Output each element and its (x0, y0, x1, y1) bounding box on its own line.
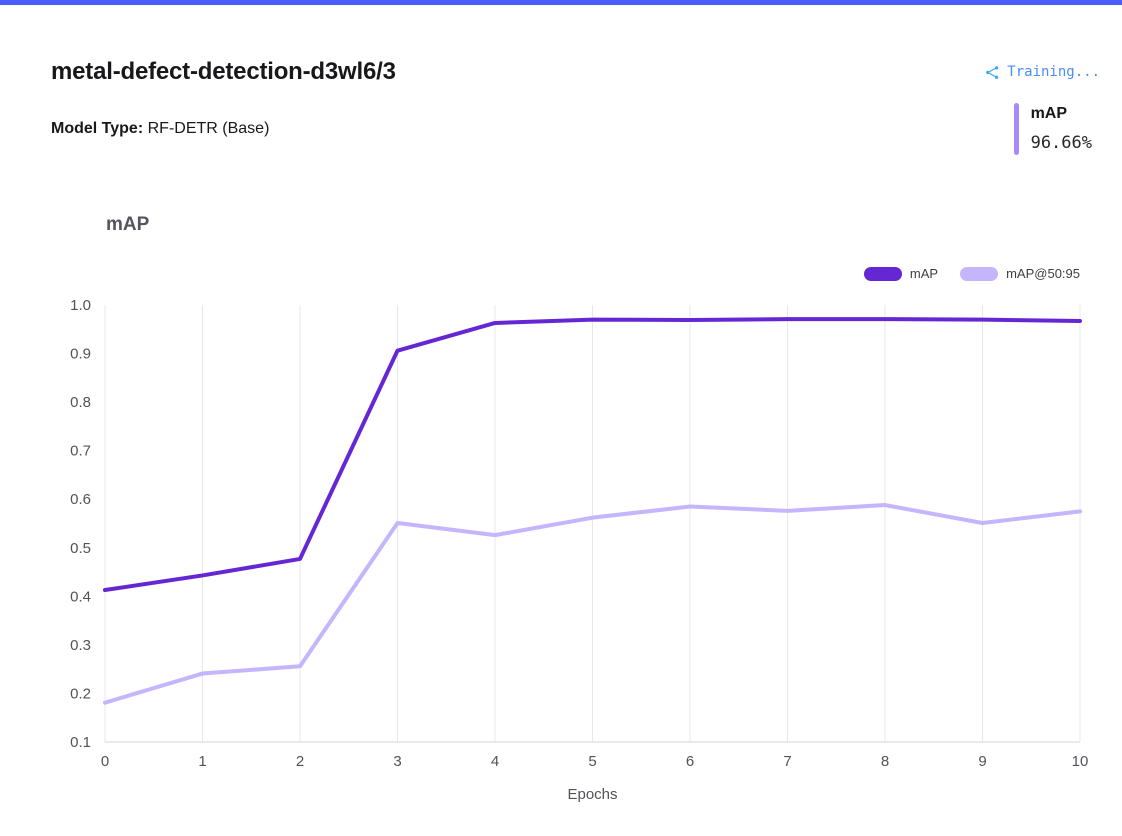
y-tick-label: 0.7 (70, 443, 91, 460)
metric-accent-bar (1013, 103, 1019, 155)
training-network-icon (985, 65, 1000, 80)
x-tick-label: 8 (881, 753, 889, 770)
chart-title: mAP (106, 214, 150, 235)
chart-legend: mAP mAP@50:95 (863, 266, 1080, 281)
x-tick-label: 0 (101, 753, 109, 770)
y-tick-label: 0.3 (70, 637, 91, 654)
legend-swatch (960, 266, 999, 281)
training-status: Training... (985, 64, 1100, 80)
x-tick-label: 1 (198, 753, 206, 770)
x-tick-label: 10 (1072, 753, 1089, 770)
y-tick-label: 0.8 (70, 394, 91, 411)
legend-label: mAP@50:95 (1006, 266, 1080, 281)
metric-label: mAP (1030, 105, 1068, 122)
x-tick-label: 6 (686, 753, 694, 770)
x-tick-label: 7 (783, 753, 791, 770)
x-tick-label: 2 (296, 753, 304, 770)
model-type-label: Model Type: (51, 120, 144, 137)
top-accent-bar (0, 0, 1122, 5)
map-metric: mAP 96.66% (1013, 103, 1092, 155)
metric-value: 96.66% (1030, 133, 1092, 153)
series-line-mAP@50:95 (103, 503, 1082, 705)
legend-swatch (863, 266, 902, 281)
map-line-chart: 0 1 2 3 4 5 6 7 8 9 10 0.1 0.2 0.3 0.4 0.5 0.6 0.7 0.8 0.9 1… (70, 297, 1089, 803)
y-tick-label: 0.4 (70, 588, 91, 605)
legend-label: mAP (909, 266, 939, 281)
legend-item[interactable]: mAP (863, 266, 939, 281)
series-line-mAP (103, 317, 1082, 593)
y-tick-label: 0.6 (70, 491, 91, 508)
y-tick-label: 0.9 (70, 346, 91, 363)
x-axis-title: Epochs (567, 786, 617, 803)
x-tick-label: 3 (393, 753, 401, 770)
x-tick-label: 5 (588, 753, 596, 770)
training-status-text: Training... (1007, 64, 1100, 80)
x-tick-label: 9 (978, 753, 986, 770)
x-tick-label: 4 (491, 753, 499, 770)
model-type: Model Type: RF-DETR (Base) (51, 120, 269, 138)
page-title: metal-defect-detection-d3wl6/3 (51, 58, 396, 85)
y-tick-label: 0.1 (70, 734, 91, 751)
metric-texts: mAP 96.66% (1031, 103, 1092, 155)
y-tick-label: 0.2 (70, 685, 91, 702)
legend-item[interactable]: mAP@50:95 (960, 266, 1080, 281)
y-tick-label: 0.5 (70, 540, 91, 557)
model-type-value: RF-DETR (Base) (147, 120, 270, 137)
y-tick-label: 1.0 (70, 297, 91, 314)
